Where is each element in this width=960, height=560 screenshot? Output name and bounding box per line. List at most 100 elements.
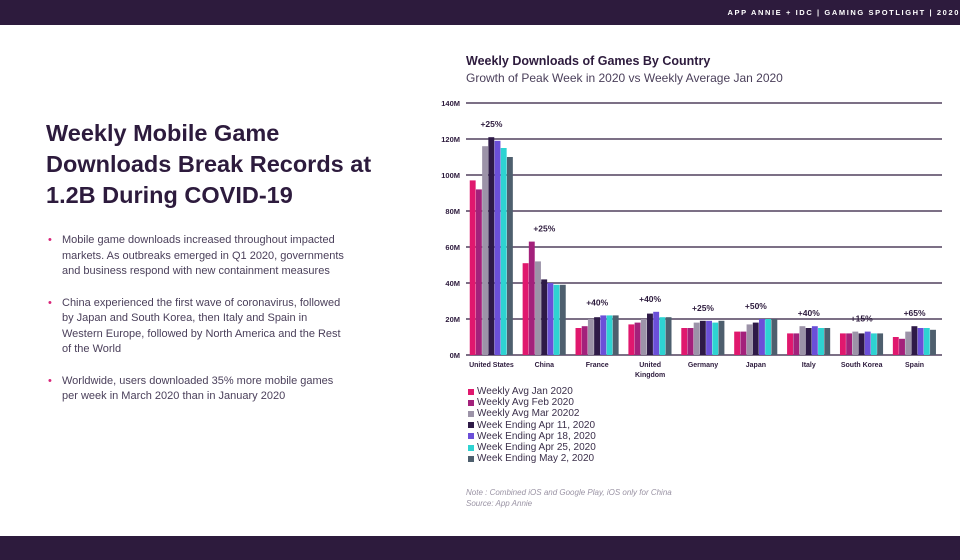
bullet-item: • Mobile game downloads increased through… bbox=[46, 233, 346, 280]
legend-item: Weekly Avg Mar 20202 bbox=[468, 408, 596, 419]
bar bbox=[846, 333, 853, 355]
bar bbox=[864, 331, 871, 355]
x-tick-label: Spain bbox=[905, 362, 924, 369]
x-tick-label: Kingdom bbox=[635, 372, 665, 379]
bar bbox=[852, 331, 859, 355]
bar bbox=[787, 333, 793, 355]
bar bbox=[647, 313, 653, 355]
bar bbox=[606, 315, 613, 355]
x-tick-label: Italy bbox=[802, 362, 816, 369]
bar bbox=[628, 324, 635, 355]
brand-label: APP ANNIE + IDC | GAMING SPOTLIGHT | 202… bbox=[727, 8, 960, 17]
growth-label: +25% bbox=[533, 224, 555, 234]
bullet-item: • Worldwide, users downloaded 35% more mo… bbox=[46, 374, 346, 405]
bar bbox=[824, 328, 831, 355]
legend-swatch bbox=[468, 422, 474, 429]
bar bbox=[535, 261, 541, 355]
bullet-text: China experienced the first wave of coro… bbox=[62, 296, 341, 356]
chart-title: Weekly Downloads of Games By Country bbox=[466, 54, 711, 68]
bar bbox=[771, 319, 778, 355]
bar bbox=[494, 140, 501, 355]
growth-label: +40% bbox=[798, 308, 820, 318]
growth-label: +25% bbox=[692, 303, 714, 313]
legend-item: Weekly Avg Jan 2020 bbox=[468, 386, 596, 397]
growth-label: +40% bbox=[586, 297, 608, 307]
bar bbox=[475, 189, 482, 355]
legend-item: Week Ending May 2, 2020 bbox=[468, 453, 596, 464]
bar bbox=[746, 324, 753, 355]
bar bbox=[553, 284, 560, 355]
bar bbox=[930, 329, 936, 355]
bar bbox=[469, 180, 476, 355]
y-tick-label: 20M bbox=[445, 315, 460, 324]
legend-swatch bbox=[468, 455, 474, 462]
growth-label: +15% bbox=[851, 314, 873, 324]
top-bar: APP ANNIE + IDC | GAMING SPOTLIGHT | 202… bbox=[0, 0, 960, 25]
bar bbox=[699, 320, 706, 355]
chart-subtitle: Growth of Peak Week in 2020 vs Weekly Av… bbox=[466, 71, 783, 85]
bar bbox=[559, 284, 566, 355]
bar bbox=[581, 326, 588, 355]
bar bbox=[500, 148, 507, 355]
legend-item: Week Ending Apr 25, 2020 bbox=[468, 442, 596, 453]
bar bbox=[799, 326, 806, 355]
legend-swatch bbox=[468, 410, 474, 417]
bar bbox=[740, 331, 747, 355]
bar bbox=[634, 322, 641, 355]
bullet-list: • Mobile game downloads increased through… bbox=[46, 233, 346, 421]
x-tick-label: China bbox=[535, 362, 555, 369]
bar bbox=[752, 322, 759, 355]
bar bbox=[805, 328, 812, 355]
bar bbox=[547, 283, 554, 355]
y-tick-label: 80M bbox=[445, 207, 460, 216]
source-line: Source: App Annie bbox=[466, 499, 533, 508]
bar bbox=[734, 331, 741, 355]
bar bbox=[765, 319, 772, 355]
bar bbox=[506, 157, 513, 355]
bar bbox=[811, 326, 818, 355]
bullet-text: Worldwide, users downloaded 35% more mob… bbox=[62, 374, 334, 403]
bar bbox=[712, 322, 719, 355]
bar bbox=[612, 315, 619, 355]
bar bbox=[665, 317, 672, 355]
bar bbox=[640, 319, 647, 355]
bar bbox=[522, 263, 529, 355]
bar bbox=[653, 311, 660, 355]
bar bbox=[923, 328, 930, 355]
bar bbox=[758, 319, 765, 355]
bar bbox=[482, 146, 489, 355]
legend-swatch bbox=[468, 444, 474, 451]
bar bbox=[587, 319, 594, 355]
legend-label: Week Ending Apr 25, 2020 bbox=[477, 442, 596, 454]
bar bbox=[594, 317, 601, 355]
bottom-bar bbox=[0, 536, 960, 560]
bar bbox=[870, 333, 877, 355]
legend-item: Week Ending Apr 18, 2020 bbox=[468, 431, 596, 442]
bar bbox=[659, 317, 666, 355]
bar bbox=[718, 320, 725, 355]
legend-label: Weekly Avg Mar 20202 bbox=[477, 408, 580, 420]
growth-label: +65% bbox=[904, 308, 926, 318]
bar bbox=[687, 328, 694, 355]
growth-label: +50% bbox=[745, 301, 767, 311]
legend-label: Week Ending May 2, 2020 bbox=[477, 453, 595, 465]
legend-swatch bbox=[468, 399, 474, 406]
bar bbox=[899, 338, 905, 355]
y-tick-label: 60M bbox=[445, 243, 460, 252]
legend-item: Week Ending Apr 11, 2020 bbox=[468, 420, 596, 431]
legend-label: Weekly Avg Feb 2020 bbox=[477, 397, 574, 409]
bar bbox=[877, 333, 884, 355]
x-tick-label: Germany bbox=[688, 362, 718, 369]
bar bbox=[917, 328, 924, 355]
legend-label: Weekly Avg Jan 2020 bbox=[477, 386, 573, 398]
growth-label: +40% bbox=[639, 294, 661, 304]
bullet-item: • China experienced the first wave of cor… bbox=[46, 296, 346, 358]
bar bbox=[858, 333, 865, 355]
bar bbox=[793, 333, 800, 355]
bar-chart: 0M 20M 40M 60M 80M 100M 120M 140M +25% United Sta… bbox=[441, 99, 942, 379]
legend-label: Week Ending Apr 11, 2020 bbox=[477, 419, 596, 431]
bullet-text: Mobile game downloads increased througho… bbox=[62, 234, 344, 277]
page-title: Weekly Mobile Game Downloads Break Recor… bbox=[46, 120, 372, 208]
bullet-dot: • bbox=[48, 296, 52, 309]
bar bbox=[541, 279, 548, 355]
